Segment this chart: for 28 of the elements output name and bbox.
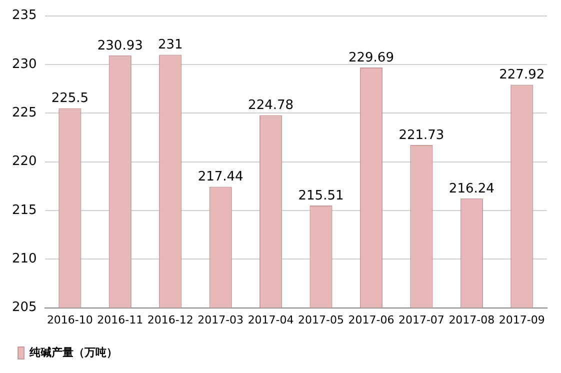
data-label: 227.92 — [499, 68, 545, 83]
x-tick-label: 2017-03 — [198, 313, 244, 326]
y-tick-label: 225 — [12, 106, 37, 121]
data-label: 217.44 — [198, 170, 244, 185]
data-label: 225.5 — [51, 91, 89, 106]
data-label: 221.73 — [398, 128, 444, 143]
x-tick-label: 2016-10 — [46, 313, 93, 326]
x-tick-label: 2017-08 — [448, 313, 495, 326]
legend-label: 纯碱产量（万吨） — [28, 346, 118, 359]
y-tick-label: 230 — [12, 56, 37, 72]
data-label: 224.78 — [248, 98, 294, 114]
y-tick-label: 220 — [12, 154, 37, 170]
y-tick-label: 205 — [12, 300, 37, 316]
x-tick-label: 2016-11 — [97, 313, 144, 326]
data-label: 231 — [158, 38, 183, 53]
y-tick-label: 215 — [12, 202, 37, 218]
data-label: 230.93 — [97, 38, 143, 54]
data-label: 216.24 — [448, 181, 494, 196]
x-tick-label: 2017-06 — [348, 313, 394, 326]
y-tick-label: 210 — [12, 252, 37, 267]
x-tick-label: 2017-05 — [298, 313, 344, 326]
x-tick-label: 2016-12 — [147, 313, 194, 326]
x-tick-label: 2017-07 — [398, 313, 444, 326]
x-tick-label: 2017-09 — [498, 313, 545, 326]
x-tick-label: 2017-04 — [248, 313, 294, 326]
data-label: 215.51 — [298, 188, 344, 204]
y-tick-label: 235 — [12, 8, 37, 24]
data-label: 229.69 — [348, 50, 394, 66]
